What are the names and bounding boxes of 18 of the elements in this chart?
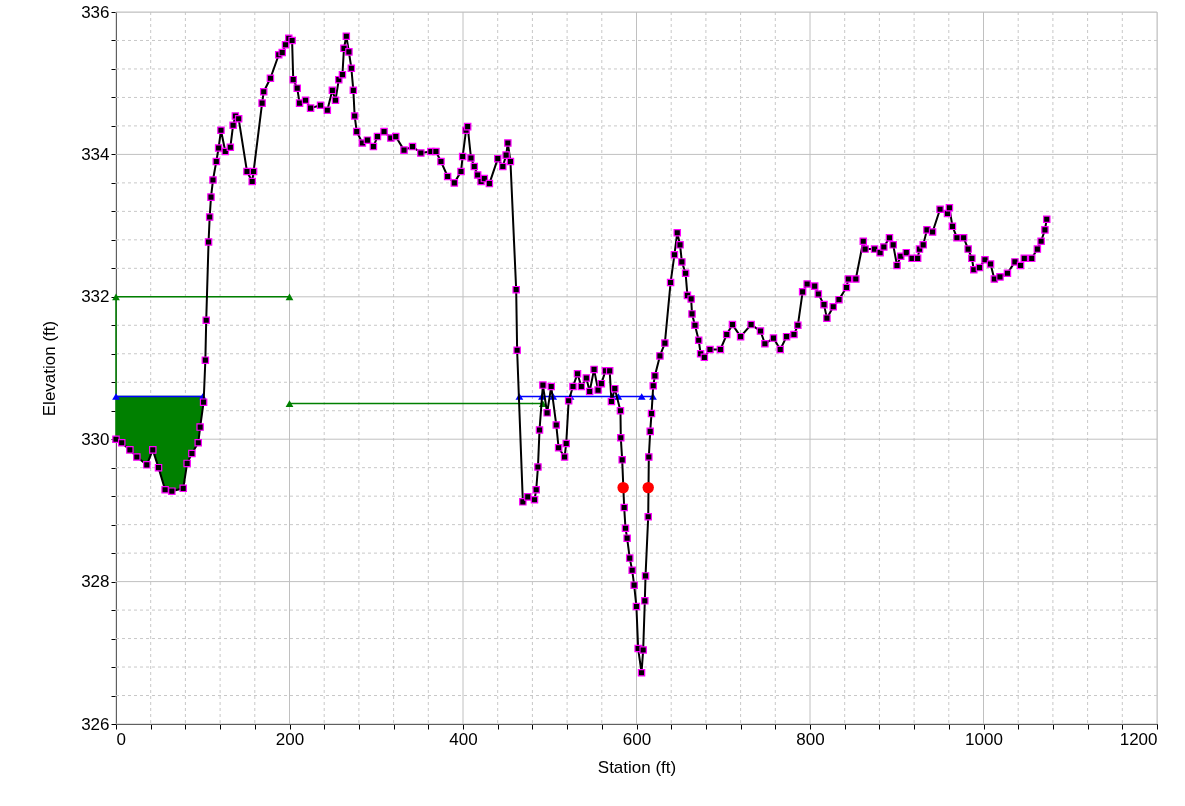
x-tick-label: 600: [622, 729, 652, 749]
y-tick-label: 326: [81, 714, 110, 734]
point: [637, 393, 646, 400]
x-tick-label: 800: [796, 729, 825, 749]
y-axis-title: Elevation (ft): [40, 320, 60, 417]
y-tick-label: 334: [81, 144, 110, 164]
x-tick-label: 200: [275, 729, 305, 749]
y-tick-label: 332: [81, 287, 110, 307]
y-tick-label: 328: [81, 572, 110, 592]
point: [617, 481, 629, 494]
y-tick-label: 336: [81, 2, 110, 22]
x-tick-label: 400: [449, 729, 478, 749]
point: [642, 481, 654, 494]
y-tick-label: 330: [81, 429, 110, 449]
x-tick-label: 1000: [965, 729, 1003, 749]
x-axis-title: Station (ft): [597, 757, 677, 777]
x-tick-label: 0: [116, 729, 126, 749]
x-tick-label: 1200: [1119, 729, 1158, 749]
